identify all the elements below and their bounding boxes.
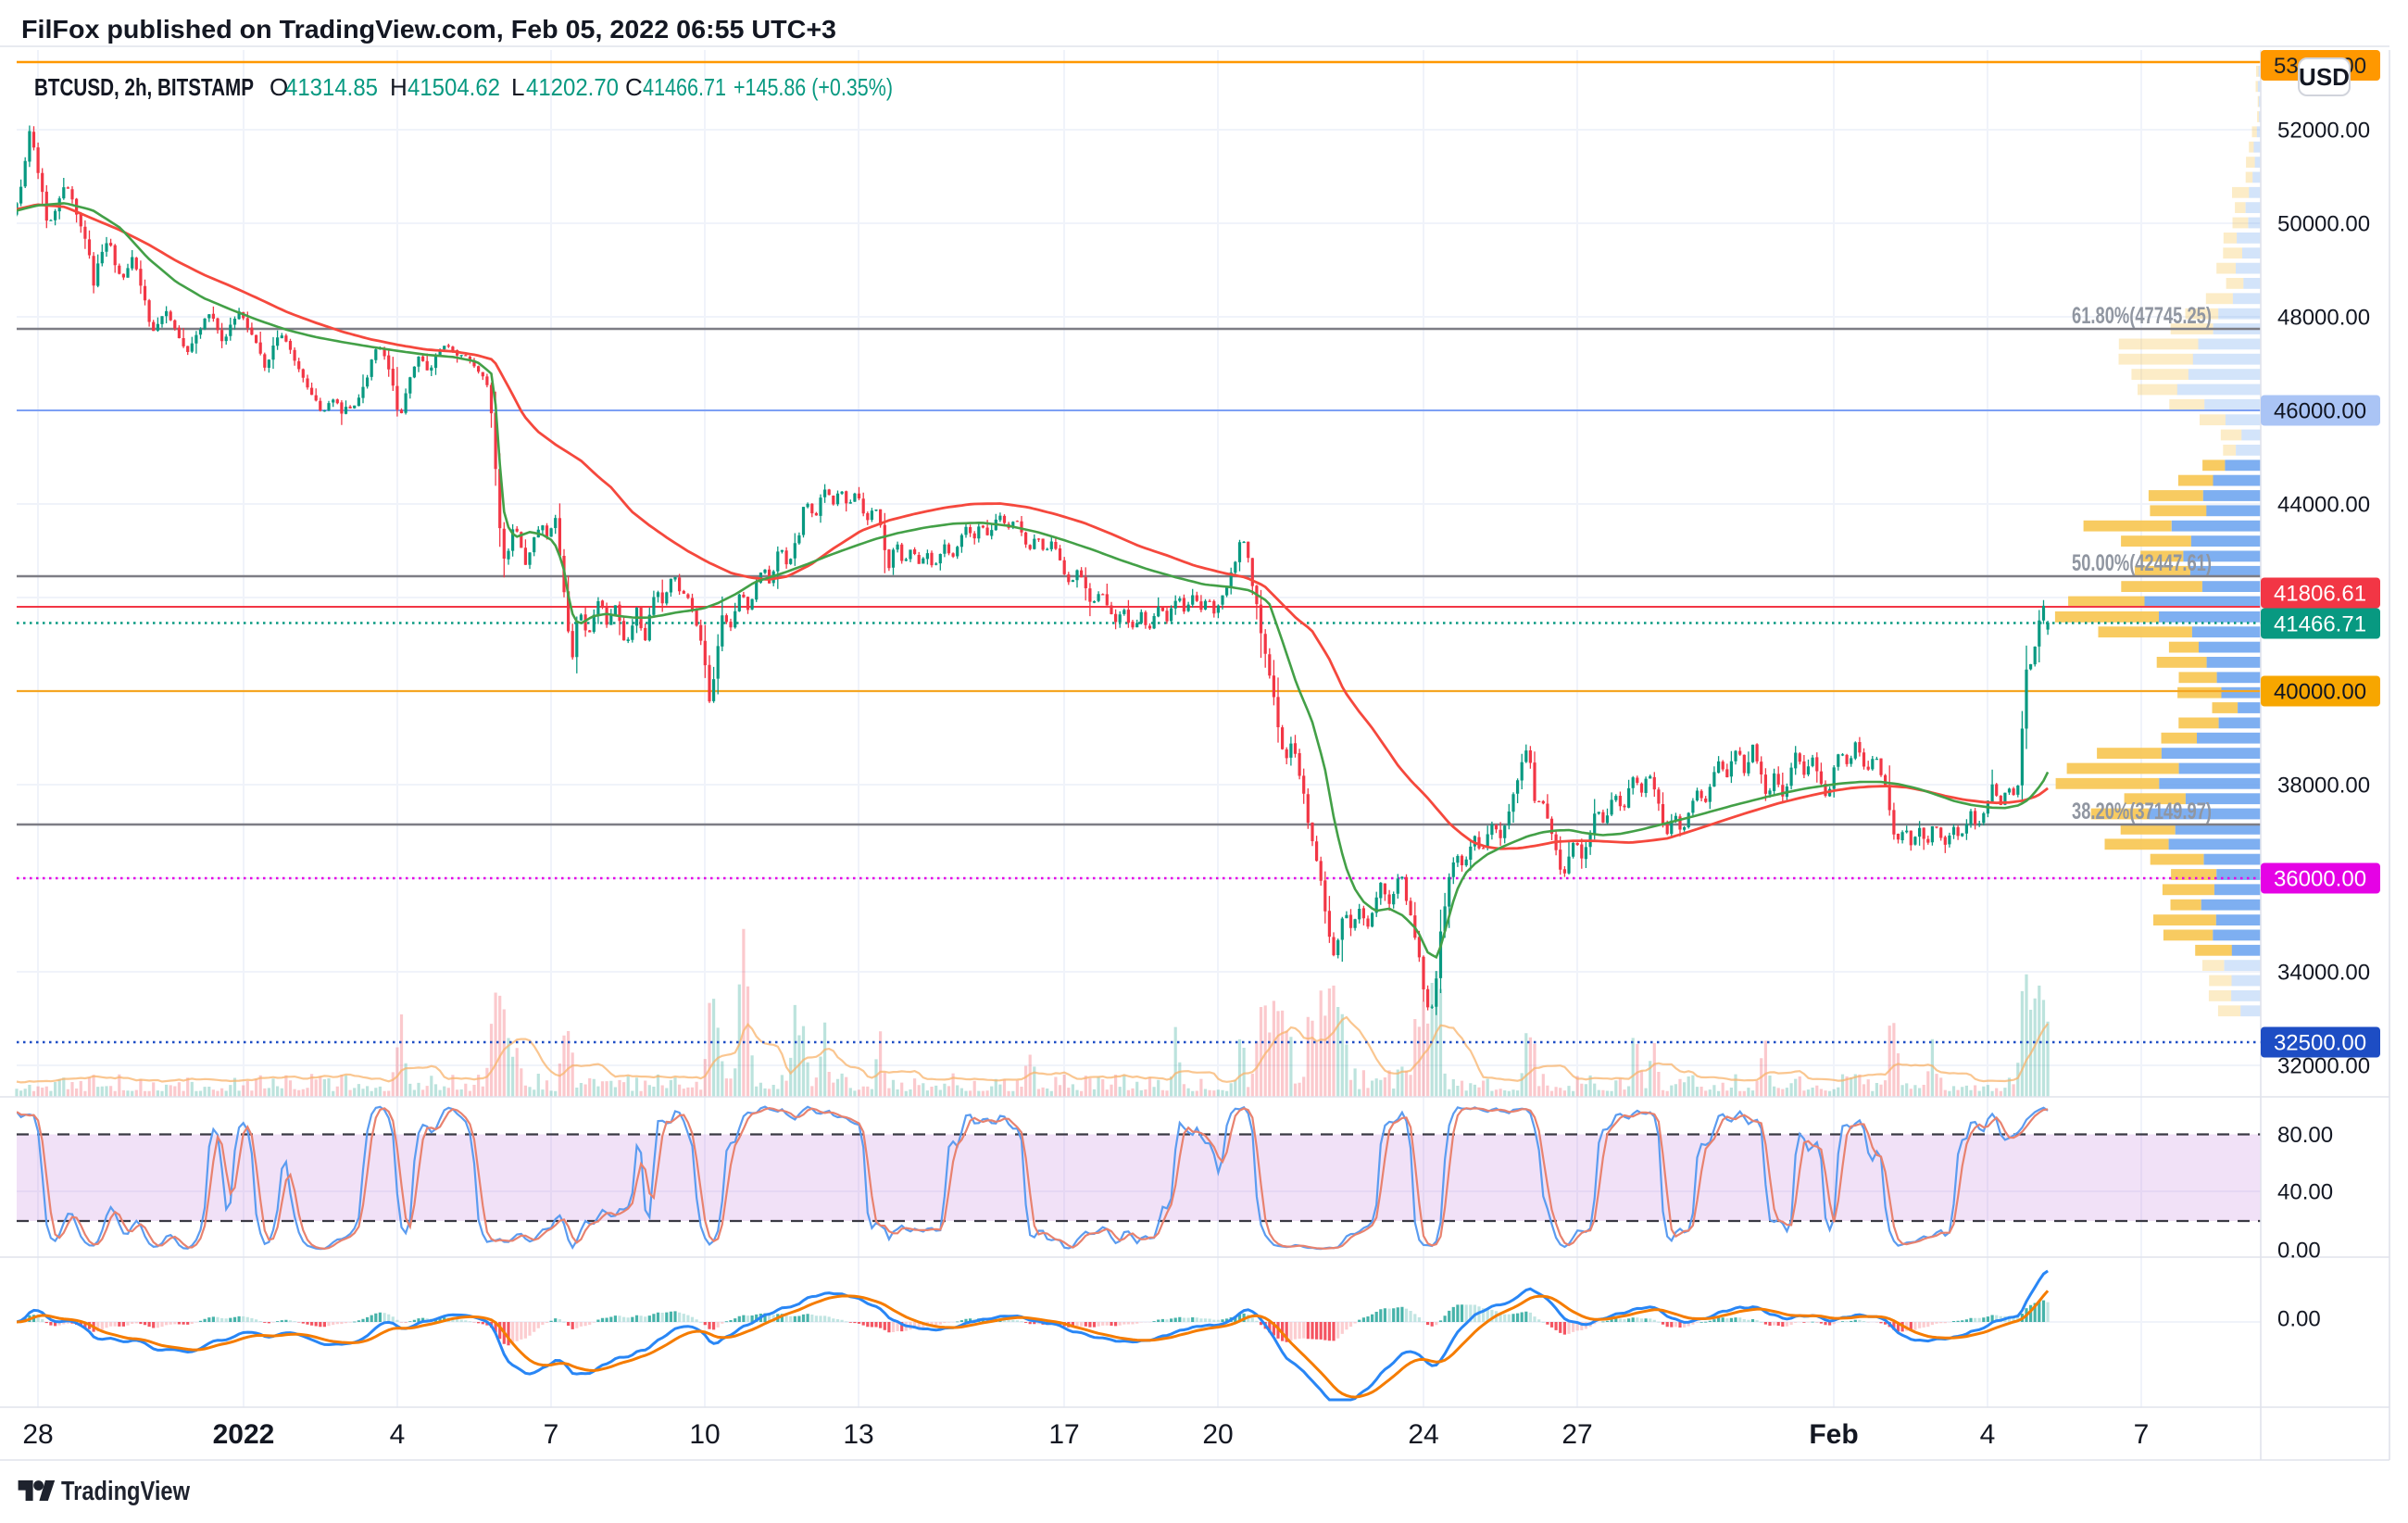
svg-text:80.00: 80.00 [2277, 1123, 2333, 1148]
svg-text:46000.00: 46000.00 [2274, 399, 2366, 424]
svg-text:52000.00: 52000.00 [2277, 119, 2370, 144]
svg-text:2022: 2022 [213, 1419, 275, 1450]
svg-text:28: 28 [22, 1419, 53, 1450]
svg-text:C: C [625, 73, 643, 101]
svg-text:38000.00: 38000.00 [2277, 774, 2370, 799]
svg-text:10: 10 [689, 1419, 720, 1450]
svg-text:34000.00: 34000.00 [2277, 961, 2370, 986]
svg-text:41806.61: 41806.61 [2274, 582, 2366, 607]
svg-text:H: H [390, 73, 408, 101]
svg-text:BTCUSD, 2h, BITSTAMP: BTCUSD, 2h, BITSTAMP [34, 73, 254, 101]
svg-text:0.00: 0.00 [2277, 1307, 2321, 1332]
svg-text:USD: USD [2299, 63, 2350, 91]
svg-text:FilFox published on TradingVie: FilFox published on TradingView.com, Feb… [21, 15, 836, 44]
svg-text:36000.00: 36000.00 [2274, 867, 2366, 892]
svg-text:Feb: Feb [1809, 1419, 1858, 1450]
svg-text:50.00%(42447.61): 50.00%(42447.61) [2072, 550, 2212, 576]
svg-text:41202.70: 41202.70 [526, 73, 619, 101]
svg-text:+145.86 (+0.35%): +145.86 (+0.35%) [734, 73, 893, 101]
svg-text:0.00: 0.00 [2277, 1239, 2321, 1264]
svg-text:13: 13 [843, 1419, 873, 1450]
svg-text:4: 4 [1980, 1419, 1996, 1450]
svg-text:32000.00: 32000.00 [2277, 1054, 2370, 1079]
svg-text:50000.00: 50000.00 [2277, 212, 2370, 237]
svg-text:40000.00: 40000.00 [2274, 680, 2366, 705]
svg-text:32500.00: 32500.00 [2274, 1031, 2366, 1056]
svg-text:41504.62: 41504.62 [408, 73, 500, 101]
svg-text:44000.00: 44000.00 [2277, 493, 2370, 518]
svg-text:7: 7 [544, 1419, 559, 1450]
svg-text:7: 7 [2134, 1419, 2150, 1450]
svg-text:4: 4 [390, 1419, 406, 1450]
svg-text:27: 27 [1561, 1419, 1592, 1450]
svg-text:20: 20 [1202, 1419, 1233, 1450]
svg-text:41314.85: 41314.85 [285, 73, 378, 101]
svg-text:41466.71: 41466.71 [643, 73, 726, 101]
svg-text:40.00: 40.00 [2277, 1180, 2333, 1205]
svg-text:O: O [270, 73, 288, 101]
svg-text:61.80%(47745.25): 61.80%(47745.25) [2072, 303, 2212, 329]
svg-text:38.20%(37149.97): 38.20%(37149.97) [2072, 799, 2212, 824]
svg-text:L: L [511, 73, 524, 101]
svg-text:48000.00: 48000.00 [2277, 306, 2370, 331]
svg-text:17: 17 [1048, 1419, 1079, 1450]
svg-text:41466.71: 41466.71 [2274, 612, 2366, 637]
svg-text:TradingView: TradingView [61, 1477, 190, 1506]
svg-text:24: 24 [1408, 1419, 1438, 1450]
